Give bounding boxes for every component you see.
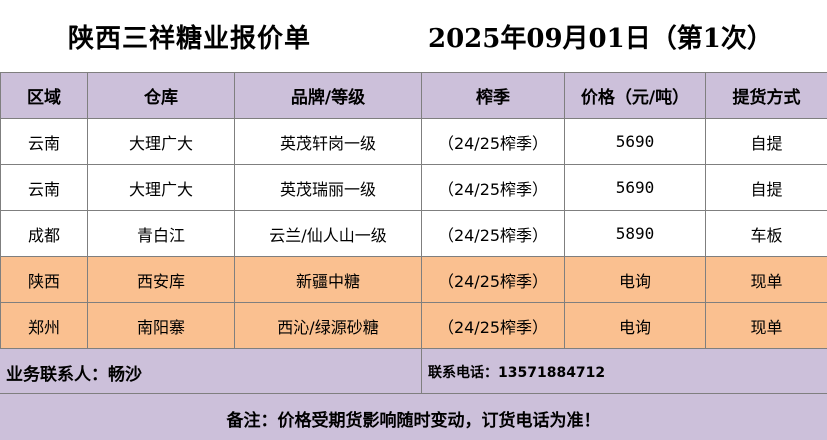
cell-warehouse: 南阳寨: [87, 302, 235, 349]
contact-person: 业务联系人：畅沙: [6, 365, 142, 385]
title-row: 陕西三祥糖业报价单 2025年09月01日（第1次）: [0, 0, 827, 73]
cell-price: 电询: [564, 256, 706, 303]
cell-delivery: 自提: [705, 118, 827, 165]
cell-warehouse: 大理广大: [87, 118, 235, 165]
cell-region: 成都: [0, 210, 88, 257]
note-text: 备注：价格受期货影响随时变动，订货电话为准！: [226, 411, 601, 431]
note-row: 备注：价格受期货影响随时变动，订货电话为准！: [0, 394, 827, 440]
cell-brand: 新疆中糖: [234, 256, 422, 303]
header-region: 区域: [0, 72, 88, 119]
header-season: 榨季: [421, 72, 565, 119]
cell-region: 郑州: [0, 302, 88, 349]
cell-region: 陕西: [0, 256, 88, 303]
contact-row: 业务联系人：畅沙 联系电话：13571884712: [0, 349, 827, 394]
header-price: 价格（元/吨）: [564, 72, 706, 119]
cell-region: 云南: [0, 164, 88, 211]
cell-delivery: 自提: [705, 164, 827, 211]
cell-price: 5690: [564, 164, 706, 211]
contact-phone: 联系电话：13571884712: [428, 365, 606, 381]
table-row: 成都 青白江 云兰/仙人山一级 （24/25榨季） 5890 车板: [0, 210, 827, 257]
cell-price: 5690: [564, 118, 706, 165]
cell-brand: 英茂轩岗一级: [234, 118, 422, 165]
cell-brand: 西沁/绿源砂糖: [234, 302, 422, 349]
sheet-title: 陕西三祥糖业报价单: [68, 24, 312, 54]
cell-region: 云南: [0, 118, 88, 165]
header-delivery: 提货方式: [705, 72, 827, 119]
price-table: 区域 仓库 品牌/等级 榨季 价格（元/吨） 提货方式 云南 大理广大 英茂轩岗…: [0, 72, 827, 349]
cell-delivery: 车板: [705, 210, 827, 257]
cell-warehouse: 青白江: [87, 210, 235, 257]
sheet-date: 2025年09月01日（第1次）: [428, 24, 773, 54]
table-row: 陕西 西安库 新疆中糖 （24/25榨季） 电询 现单: [0, 256, 827, 303]
contact-person-cell: 业务联系人：畅沙: [0, 349, 422, 393]
cell-season: （24/25榨季）: [421, 210, 565, 257]
cell-warehouse: 大理广大: [87, 164, 235, 211]
table-row: 郑州 南阳寨 西沁/绿源砂糖 （24/25榨季） 电询 现单: [0, 302, 827, 349]
cell-delivery: 现单: [705, 302, 827, 349]
header-warehouse: 仓库: [87, 72, 235, 119]
cell-price: 电询: [564, 302, 706, 349]
table-row: 云南 大理广大 英茂轩岗一级 （24/25榨季） 5690 自提: [0, 118, 827, 165]
cell-brand: 云兰/仙人山一级: [234, 210, 422, 257]
cell-brand: 英茂瑞丽一级: [234, 164, 422, 211]
cell-delivery: 现单: [705, 256, 827, 303]
cell-price: 5890: [564, 210, 706, 257]
table-header-row: 区域 仓库 品牌/等级 榨季 价格（元/吨） 提货方式: [0, 72, 827, 119]
cell-season: （24/25榨季）: [421, 256, 565, 303]
cell-warehouse: 西安库: [87, 256, 235, 303]
cell-season: （24/25榨季）: [421, 302, 565, 349]
cell-season: （24/25榨季）: [421, 118, 565, 165]
header-brand: 品牌/等级: [234, 72, 422, 119]
cell-season: （24/25榨季）: [421, 164, 565, 211]
table-row: 云南 大理广大 英茂瑞丽一级 （24/25榨季） 5690 自提: [0, 164, 827, 211]
